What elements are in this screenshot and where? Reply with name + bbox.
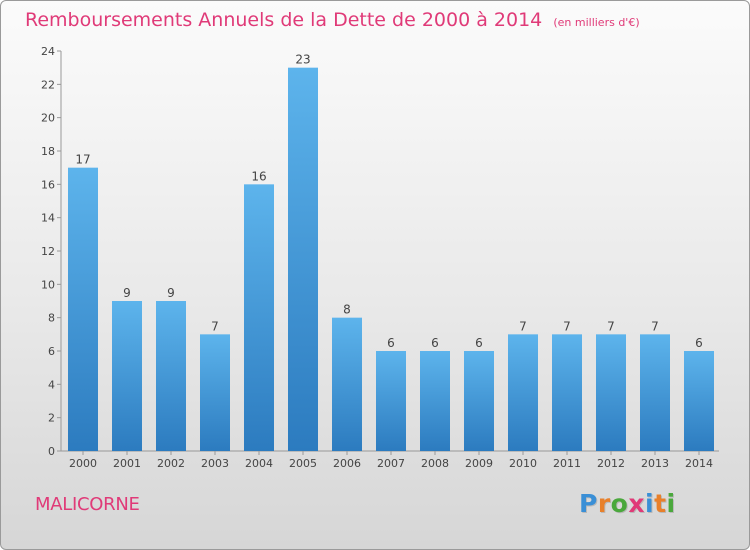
data-label: 23 xyxy=(295,53,310,67)
x-tick-label: 2014 xyxy=(685,457,713,470)
y-tick-label: 22 xyxy=(41,78,55,91)
logo-letter: i xyxy=(645,489,655,518)
x-tick-label: 2008 xyxy=(421,457,449,470)
title-row: Remboursements Annuels de la Dette de 20… xyxy=(25,9,640,31)
y-tick-label: 12 xyxy=(41,245,55,258)
data-labels: 17 9 9 7 16 23 8 6 6 6 7 7 7 7 6 xyxy=(75,53,702,350)
data-label: 9 xyxy=(123,286,131,300)
bar xyxy=(684,351,714,451)
y-tick-label: 14 xyxy=(41,212,55,225)
data-label: 7 xyxy=(651,319,659,333)
chart-unit: (en milliers d'€) xyxy=(553,16,640,29)
bar xyxy=(552,334,582,451)
x-tick-label: 2006 xyxy=(333,457,361,470)
bar xyxy=(244,184,274,452)
y-tick-label: 0 xyxy=(48,445,55,458)
y-tick-label: 20 xyxy=(41,112,55,125)
y-tick-label: 8 xyxy=(48,312,55,325)
data-label: 9 xyxy=(167,286,175,300)
data-label: 6 xyxy=(387,336,395,350)
y-tick-label: 4 xyxy=(48,378,55,391)
bar xyxy=(640,334,670,451)
proxiti-logo: Proxiti xyxy=(579,489,676,518)
logo-letter: r xyxy=(597,489,611,518)
data-label: 8 xyxy=(343,303,351,317)
data-label: 17 xyxy=(75,153,90,167)
y-tick-label: 2 xyxy=(48,412,55,425)
data-label: 7 xyxy=(607,319,615,333)
bar xyxy=(508,334,538,451)
x-tick-label: 2010 xyxy=(509,457,537,470)
y-tick-label: 16 xyxy=(41,178,55,191)
x-tick-label: 2003 xyxy=(201,457,229,470)
bar xyxy=(420,351,450,451)
y-tick-label: 24 xyxy=(41,45,55,58)
bars xyxy=(68,67,714,452)
bar xyxy=(200,334,230,451)
x-tick-label: 2007 xyxy=(377,457,405,470)
logo-letter: o xyxy=(610,489,629,518)
bar xyxy=(288,67,318,452)
data-label: 6 xyxy=(475,336,483,350)
y-tick-label: 18 xyxy=(41,145,55,158)
x-tick-label: 2004 xyxy=(245,457,273,470)
bar xyxy=(376,351,406,451)
bar xyxy=(464,351,494,451)
data-label: 7 xyxy=(519,319,527,333)
x-tick-label: 2013 xyxy=(641,457,669,470)
x-tick-label: 2002 xyxy=(157,457,185,470)
place-name: MALICORNE xyxy=(35,494,140,515)
x-tick-label: 2012 xyxy=(597,457,625,470)
bar xyxy=(332,317,362,451)
bar xyxy=(112,301,142,451)
logo-letter: t xyxy=(654,489,667,518)
logo-letter: x xyxy=(628,489,645,518)
bar xyxy=(68,167,98,451)
x-tick-label: 2001 xyxy=(113,457,141,470)
data-label: 7 xyxy=(211,319,219,333)
y-tick-label: 6 xyxy=(48,345,55,358)
x-tick-label: 2000 xyxy=(69,457,97,470)
x-tick-label: 2009 xyxy=(465,457,493,470)
data-label: 7 xyxy=(563,319,571,333)
data-label: 16 xyxy=(251,169,266,183)
x-tick-label: 2011 xyxy=(553,457,581,470)
x-tick-label: 2005 xyxy=(289,457,317,470)
chart-title: Remboursements Annuels de la Dette de 20… xyxy=(25,9,543,31)
data-label: 6 xyxy=(431,336,439,350)
bar xyxy=(596,334,626,451)
bar xyxy=(156,301,186,451)
data-label: 6 xyxy=(695,336,703,350)
logo-letter: P xyxy=(579,489,598,518)
logo-letter: i xyxy=(666,489,676,518)
y-tick-label: 10 xyxy=(41,278,55,291)
